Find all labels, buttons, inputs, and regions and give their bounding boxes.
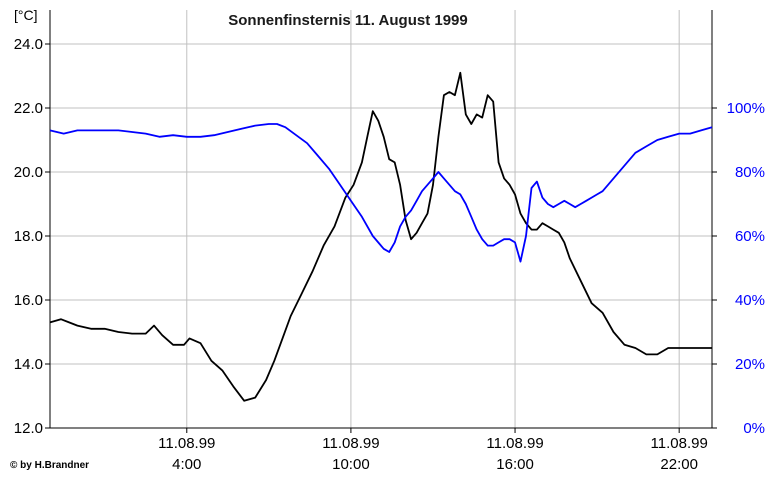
x-tick-date-label: 11.08.99 xyxy=(158,435,215,452)
y-tick-label-right: 60% xyxy=(735,228,765,245)
x-tick-date-label: 11.08.99 xyxy=(322,435,379,452)
y-tick-label-right: 100% xyxy=(727,100,765,117)
x-tick-time-label: 16:00 xyxy=(496,456,534,473)
x-tick-time-label: 10:00 xyxy=(332,456,370,473)
x-tick-date-label: 11.08.99 xyxy=(651,435,708,452)
y-axis-right-ticks: 100% 80% 60% 40% 20% 0% xyxy=(712,100,765,437)
x-tick-time-label: 22:00 xyxy=(660,456,698,473)
y-tick-label-right: 80% xyxy=(735,164,765,181)
humidity-series-line xyxy=(49,123,713,263)
x-tick-time-label: 4:00 xyxy=(172,456,201,473)
chart-title: Sonnenfinsternis 11. August 1999 xyxy=(228,12,468,29)
y-tick-label-left: 22.0 xyxy=(14,100,43,117)
y-tick-label-left: 24.0 xyxy=(14,36,43,53)
y-tick-label-left: 12.0 xyxy=(14,420,43,437)
y-tick-label-right: 40% xyxy=(735,292,765,309)
y-axis-left-unit: [°C] xyxy=(14,7,38,23)
x-tick-date-label: 11.08.99 xyxy=(486,435,543,452)
x-axis-ticks: 11.08.99 4:00 11.08.99 10:00 11.08.99 16:00 11… xyxy=(158,428,708,473)
grid xyxy=(50,10,712,428)
y-tick-label-right: 20% xyxy=(735,356,765,373)
y-tick-label-right: 0% xyxy=(743,420,765,437)
series-layer xyxy=(49,71,713,402)
y-tick-label-left: 20.0 xyxy=(14,164,43,181)
y-tick-label-left: 16.0 xyxy=(14,292,43,309)
temperature-series-line xyxy=(49,71,712,402)
y-axis-left-ticks: 24.0 22.0 20.0 18.0 16.0 14.0 12.0 xyxy=(14,36,50,437)
y-tick-label-left: 18.0 xyxy=(14,228,43,245)
credit-label: © by H.Brandner xyxy=(10,460,89,471)
y-tick-label-left: 14.0 xyxy=(14,356,43,373)
